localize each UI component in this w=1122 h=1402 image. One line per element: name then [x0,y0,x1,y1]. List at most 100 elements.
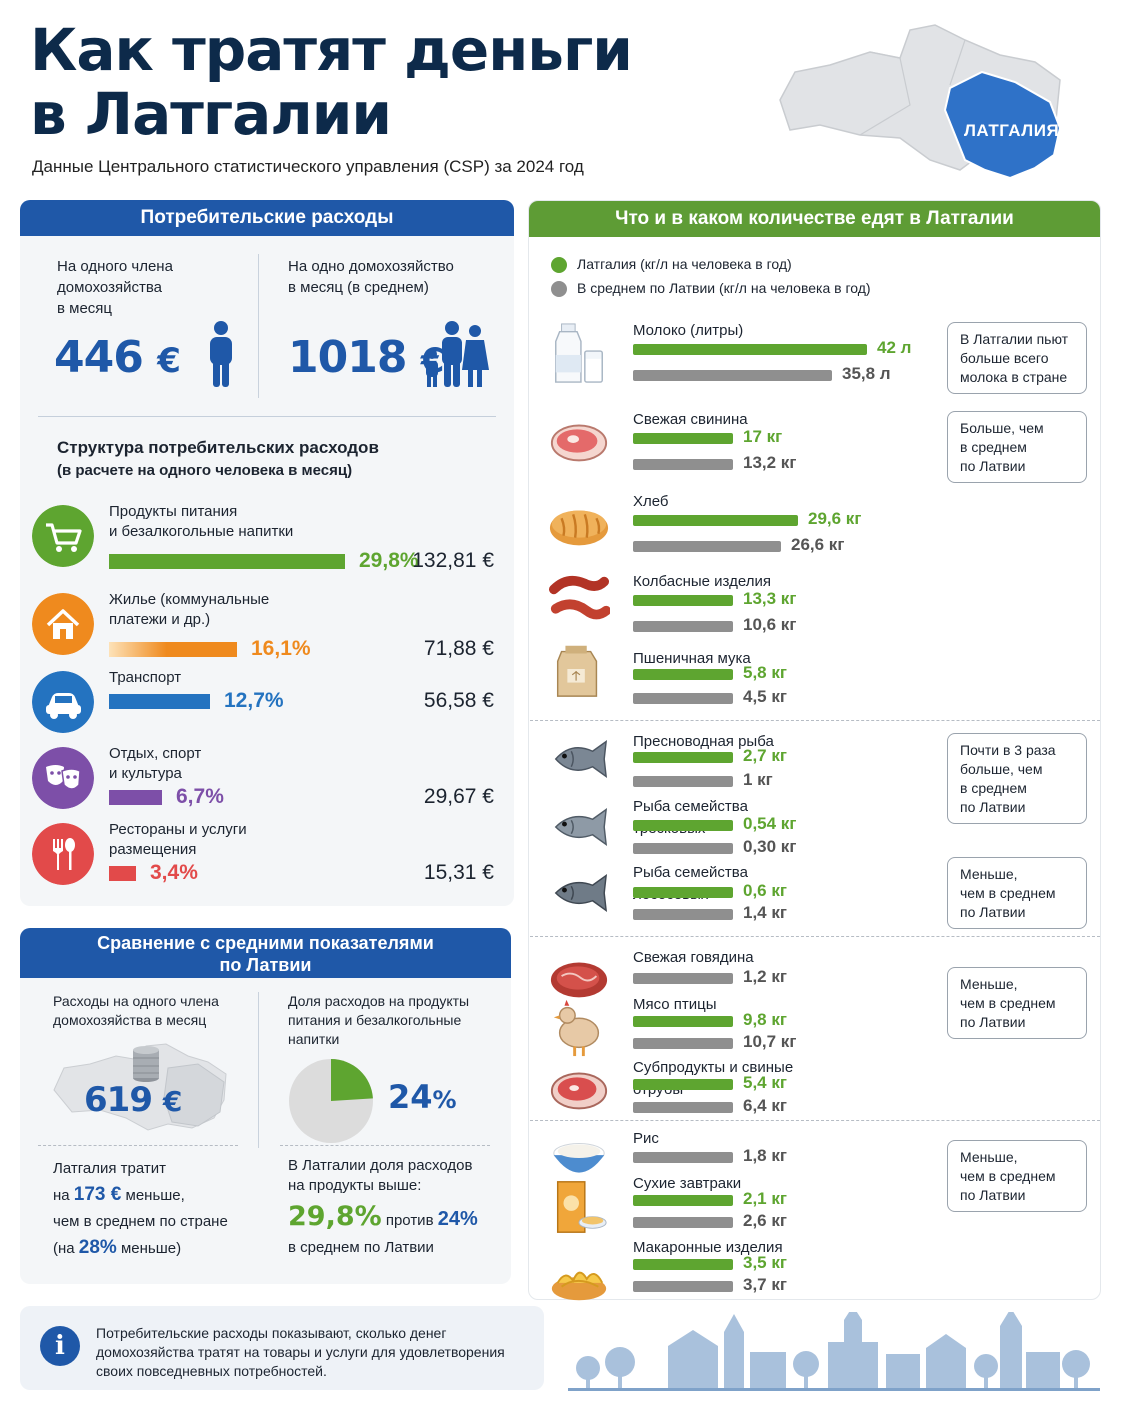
category-bar [109,554,345,569]
food-name: Рыба семействатресковых [633,796,748,840]
category-bar [109,790,162,805]
title-line-1: Как тратят деньги [30,16,633,84]
food-note-line: молока в стране [960,369,1068,385]
latgale-bar [633,1259,733,1270]
food-name: Макаронные изделия [633,1237,783,1259]
page-title: Как тратят деньги в Латгалии [30,16,633,146]
food-name-line: Сухие завтраки [633,1175,742,1192]
food-note: Меньше, чем в среднем по Латвии [947,1140,1087,1212]
sausage-icon [548,575,610,620]
food-name-line: Мясо птицы [633,996,717,1013]
car-icon [32,671,94,733]
flour-sack-icon [556,645,598,697]
food-name-line: Рыба семейства [633,798,748,815]
category-label-line: Отдых, спорт [109,745,202,762]
category-bar [109,642,237,657]
category-label-line: Продукты питания [109,503,238,520]
legend-latgale-label: Латгалия (кг/л на человека в год) [577,256,792,272]
comparison-right-label: Доля расходов на продукты питания и беза… [288,993,470,1047]
shopping-cart-icon [32,505,94,567]
latvia-value: 1,4 кг [743,903,787,922]
theater-masks-icon [32,747,94,809]
latgale-value: 9,8 кг [743,1010,787,1029]
category-percent: 16,1% [251,637,311,660]
latgale-value: 2,1 кг [743,1189,787,1208]
food-note: В Латгалии пьют больше всего молока в стра… [947,322,1087,394]
category-amount: 132,81 € [412,549,494,572]
food-group-divider [530,720,1100,721]
food-share-pie-chart [289,1059,373,1143]
comparison-bottom-left-text: Латгалия тратит на 173 € меньше, чем в с… [53,1160,228,1258]
page-subtitle: Данные Центрального статистического упра… [32,157,584,176]
structure-subtitle: (в расчете на одного человека в месяц) [57,462,353,479]
category-label-line: и безалкогольные напитки [109,523,294,540]
category-label-line: Транспорт [109,669,182,686]
latgale-value: 3,5 кг [743,1253,787,1272]
latvia-map-icon [779,24,1062,180]
category-label: Отдых, спорт и культура [109,744,201,784]
category-bar [109,866,136,881]
food-name: Пшеничная мука [633,648,751,670]
per-household-label: На одно домохозяйство в месяц (в среднем… [288,258,454,296]
category-label-line: Жилье (коммунальные [109,591,270,608]
food-name: Сухие завтраки [633,1173,741,1195]
latvia-value: 1 кг [743,770,773,789]
latgale-bar [633,433,733,444]
category-percent: 12,7% [224,689,284,712]
latgale-map-label: ЛАТГАЛИЯ [964,121,1060,140]
latgale-value: 13,3 кг [743,589,797,608]
latvia-bar [633,1217,733,1228]
category-label-line: Рестораны и услуги [109,821,247,838]
comparison-heading: Сравнение с средними показателями по Лат… [20,928,511,978]
meat-cut-icon [550,1072,608,1110]
salmon-fish-icon [554,874,608,912]
legend-latvia-dot [551,281,567,297]
comparison-left-label: Расходы на одного члена домохозяйства в … [53,993,219,1028]
latvia-bar [633,776,733,787]
latvia-value: 6,4 кг [743,1096,787,1115]
info-text: Потребительские расходы показывают, скол… [96,1325,505,1379]
latgale-value: 0,6 кг [743,881,787,900]
cod-fish-icon [554,808,608,846]
category-percent: 29,8% [359,549,419,572]
food-note-line: Меньше, [960,866,1018,882]
latvia-bar [633,843,733,854]
consumer-spending-panel: Потребительские расходы На одного члена … [20,200,514,906]
latvia-value: 26,6 кг [791,535,845,554]
beef-steak-icon [550,962,608,998]
food-name-line: Пресноводная рыба [633,733,774,750]
category-label: Продукты питания и безалкогольные напитки [109,502,293,542]
food-note: Почти в 3 раза больше, чем в среднем по Лат… [947,733,1087,824]
food-name: Мясо птицы [633,994,717,1016]
latgale-value: 29,6 кг [808,509,862,528]
food-name-line: Молоко (литры) [633,322,744,339]
food-name-line: Колбасные изделия [633,573,771,590]
fish-icon [554,740,608,778]
city-skyline-icon [568,1312,1100,1391]
latvia-bar [633,1152,733,1163]
structure-title: Структура потребительских расходов [57,438,379,457]
food-note: Меньше, чем в среднем по Латвии [947,857,1087,929]
food-note-line: чем в среднем [960,1168,1056,1184]
food-name-line: Рис [633,1130,659,1147]
latvia-bar [633,621,733,632]
food-name: Пресноводная рыба [633,731,774,753]
latgale-bar [633,820,733,831]
food-note-line: по Латвии [960,1187,1026,1203]
info-box: i Потребительские расходы показывают, ск… [20,1306,544,1390]
latgale-value: 17 кг [743,427,783,446]
consumer-spending-heading: Потребительские расходы [20,200,514,236]
food-name: Свежая свинина [633,409,748,431]
food-note-line: В Латгалии пьют [960,331,1069,347]
latgale-bar [633,1016,733,1027]
food-note: Меньше, чем в среднем по Латвии [947,967,1087,1039]
latgale-value: 2,7 кг [743,746,787,765]
latvia-value: 2,6 кг [743,1211,787,1230]
category-label-line: и культура [109,765,182,782]
food-name-line: Хлеб [633,493,669,510]
food-note-line: в среднем [960,780,1027,796]
category-percent: 6,7% [176,785,224,808]
latgale-bar [633,1195,733,1206]
horizontal-divider [38,416,496,417]
vertical-divider [258,254,259,398]
